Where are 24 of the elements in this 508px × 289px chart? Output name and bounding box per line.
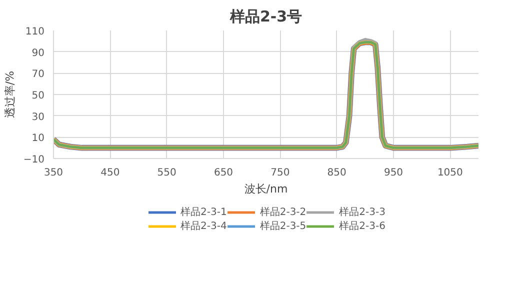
x-tick-label: 450 (100, 168, 120, 178)
legend-label: 样品2-3-1 (180, 206, 227, 219)
y-tick-label: 30 (32, 112, 45, 123)
y-axis-title: 透过率/% (3, 70, 16, 118)
x-tick-label: 850 (327, 168, 346, 178)
y-tick-label: 10 (32, 133, 45, 144)
legend-label: 样品2-3-5 (260, 220, 306, 233)
x-tick-label: 950 (384, 168, 404, 178)
x-tick-label: 1050 (437, 168, 463, 178)
chart-title: 样品2-3号 (228, 8, 302, 26)
x-tick-label: 350 (44, 168, 64, 178)
legend-label: 样品2-3-4 (180, 220, 227, 233)
y-tick-label: 50 (32, 90, 45, 102)
x-tick-label: 550 (157, 168, 176, 178)
legend-label: 样品2-3-6 (339, 220, 386, 233)
legend-label: 样品2-3-2 (260, 206, 306, 219)
y-tick-label: 90 (32, 48, 45, 59)
y-tick-label: 70 (32, 69, 45, 80)
y-tick-label: −10 (23, 154, 45, 166)
x-tick-label: 650 (214, 168, 234, 178)
x-axis-title: 波长/nm (244, 182, 288, 196)
x-tick-label: 750 (270, 168, 290, 178)
legend-label: 样品2-3-3 (339, 206, 386, 219)
y-tick-label: 110 (25, 26, 45, 38)
